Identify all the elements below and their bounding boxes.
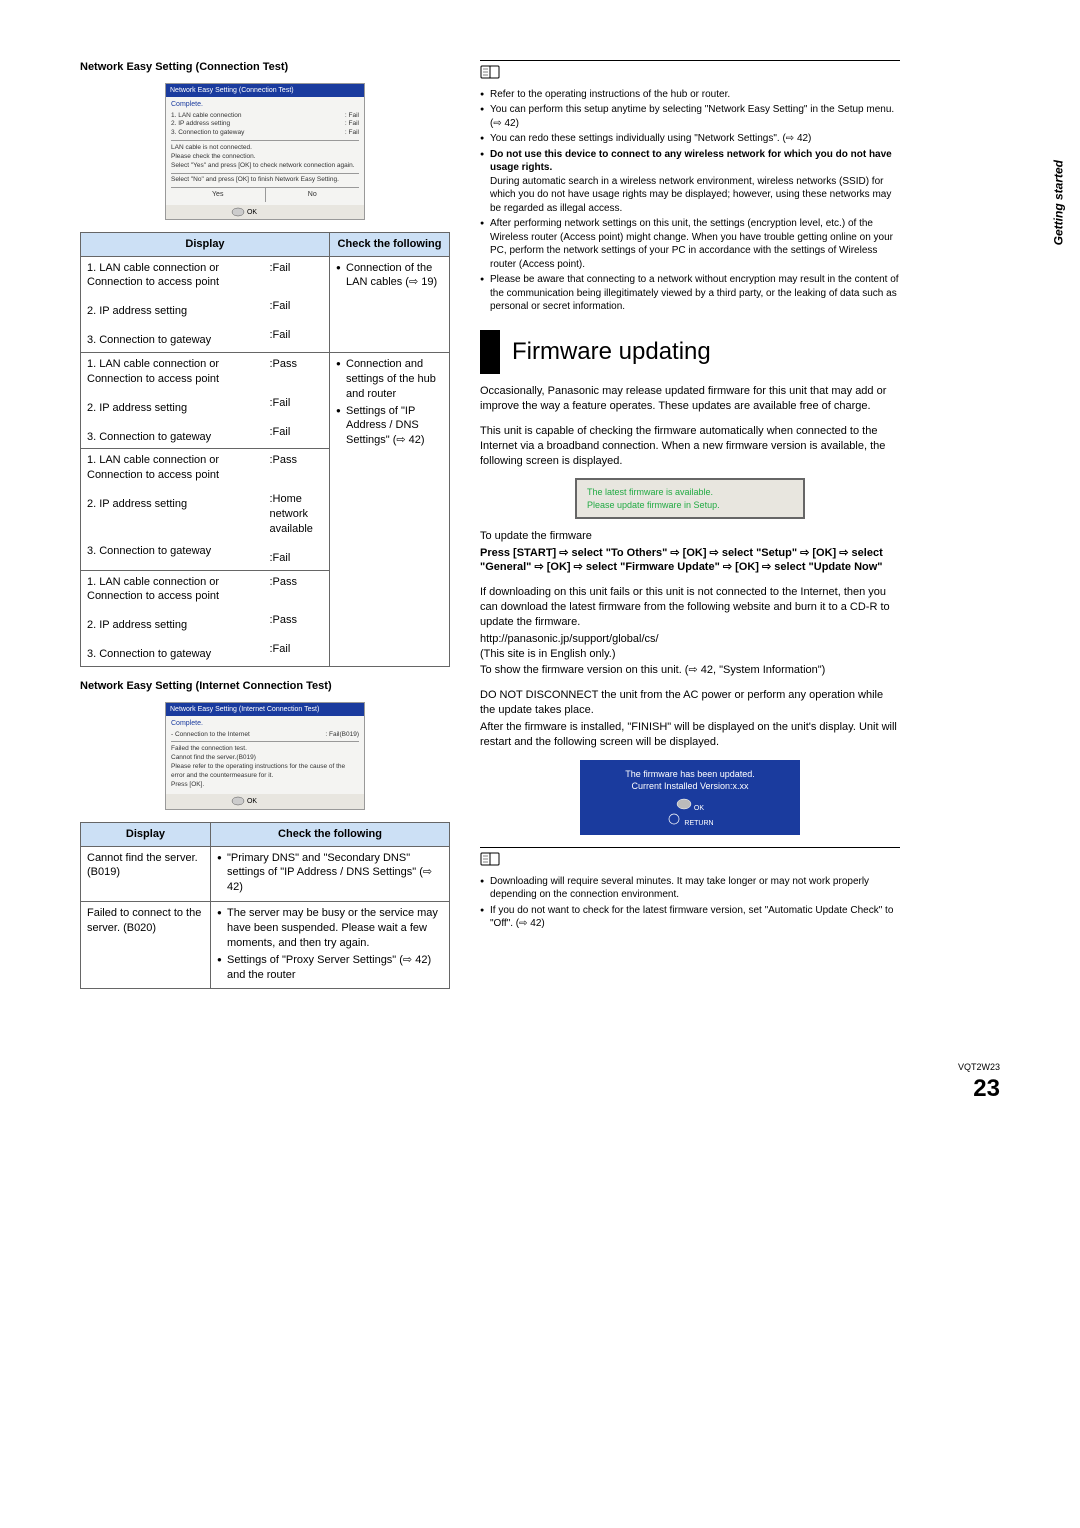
shot-row: 3. Connection to gateway: Fail (171, 129, 359, 138)
shot-no-button: No (266, 188, 360, 201)
notes-list: Refer to the operating instructions of t… (480, 88, 900, 314)
screenshot-connection-test: Network Easy Setting (Connection Test) C… (165, 83, 365, 220)
page-number: 23 (80, 1073, 1000, 1105)
cell-status: :Fail (264, 421, 330, 444)
cell-check: Connection of the LAN cables (⇨ 19) (330, 256, 450, 352)
shot-message: LAN cable is not connected. Please check… (171, 140, 359, 174)
shot-title: Network Easy Setting (Connection Test) (166, 84, 364, 97)
url: http://panasonic.jp/support/global/cs/ (480, 632, 900, 647)
cell-status: :Fail (264, 257, 330, 296)
shot-message: Select "No" and press [OK] to finish Net… (171, 176, 359, 185)
shot-row: 2. IP address setting: Fail (171, 120, 359, 129)
heading-internet-test: Network Easy Setting (Internet Connectio… (80, 679, 450, 694)
shot-ok-hint: OK (166, 794, 364, 808)
notes-list: Downloading will require several minutes… (480, 875, 900, 931)
fw-updated-line: The firmware has been updated. (586, 768, 794, 780)
para: This unit is capable of checking the fir… (480, 424, 900, 469)
para: Occasionally, Panasonic may release upda… (480, 384, 900, 414)
cell-display: 3. Connection to gateway (81, 540, 264, 563)
shot-yes-button: Yes (171, 188, 266, 201)
para: To show the firmware version on this uni… (480, 663, 900, 678)
fw-line: Please update firmware in Setup. (587, 499, 793, 511)
firmware-updated-box: The firmware has been updated. Current I… (580, 760, 800, 835)
cell-status: :Fail (264, 295, 330, 324)
note-item: Please be aware that connecting to a net… (480, 273, 900, 314)
cell-status: :Home network available (264, 488, 330, 547)
update-steps: Press [START] ⇨ select "To Others" ⇨ [OK… (480, 546, 900, 576)
para: If downloading on this unit fails or thi… (480, 585, 900, 630)
cell-display: 3. Connection to gateway (81, 426, 264, 449)
cell-display: Failed to connect to the server. (B020) (81, 902, 211, 989)
para: After the firmware is installed, "FINISH… (480, 720, 900, 750)
note-icon (480, 852, 500, 866)
ok-button-icon (231, 207, 245, 217)
return-button-icon (666, 813, 682, 825)
cell-status: :Fail (264, 392, 330, 421)
heading-connection-test: Network Easy Setting (Connection Test) (80, 60, 450, 75)
note-item: Do not use this device to connect to any… (480, 148, 900, 216)
connection-test-table: Display Check the following 1. LAN cable… (80, 232, 450, 667)
url-note: (This site is in English only.) (480, 647, 900, 662)
note-item: You can perform this setup anytime by se… (480, 103, 900, 130)
note-item: If you do not want to check for the late… (480, 904, 900, 931)
shot-complete: Complete. (171, 100, 359, 109)
note-item: You can redo these settings individually… (480, 132, 900, 146)
shot-row: - Connection to the Internet: Fail(B019) (171, 731, 359, 740)
th-display: Display (81, 822, 211, 846)
ok-button-icon (231, 796, 245, 806)
cell-status: :Pass (264, 571, 330, 610)
cell-check: Connection and settings of the hub and r… (330, 353, 450, 667)
shot-ok-hint: OK (166, 205, 364, 219)
cell-display: Cannot find the server. (B019) (81, 846, 211, 902)
cell-display: 1. LAN cable connection or Connection to… (81, 353, 264, 397)
cell-display: 2. IP address setting (81, 300, 264, 329)
fw-updated-line: Current Installed Version:x.xx (586, 780, 794, 792)
ok-button-icon (676, 798, 692, 810)
section-tab: Getting started (1050, 160, 1066, 245)
firmware-available-box: The latest firmware is available. Please… (575, 478, 805, 518)
note-icon (480, 65, 500, 79)
shot-title: Network Easy Setting (Internet Connectio… (166, 703, 364, 716)
note-item: After performing network settings on thi… (480, 217, 900, 271)
cell-status: :Pass (264, 353, 330, 392)
doc-id: VQT2W23 (80, 1061, 1000, 1073)
para-warning: DO NOT DISCONNECT the unit from the AC p… (480, 688, 900, 718)
cell-status: :Fail (264, 638, 330, 661)
shot-row: 1. LAN cable connection: Fail (171, 112, 359, 121)
cell-display: 3. Connection to gateway (81, 643, 264, 666)
screenshot-internet-test: Network Easy Setting (Internet Connectio… (165, 702, 365, 810)
cell-status: :Fail (264, 547, 330, 570)
update-label: To update the firmware (480, 529, 900, 544)
cell-check: "Primary DNS" and "Secondary DNS" settin… (211, 846, 450, 902)
th-check: Check the following (330, 232, 450, 256)
internet-test-table: Display Check the following Cannot find … (80, 822, 450, 990)
firmware-heading: Firmware updating (480, 330, 900, 374)
cell-status: :Pass (264, 609, 330, 638)
page-footer: VQT2W23 23 (80, 1061, 1000, 1106)
cell-display: 2. IP address setting (81, 614, 264, 643)
shot-complete: Complete. (171, 719, 359, 728)
cell-check: The server may be busy or the service ma… (211, 902, 450, 989)
cell-display: 2. IP address setting (81, 493, 264, 540)
cell-display: 1. LAN cable connection or Connection to… (81, 571, 264, 615)
cell-display: 1. LAN cable connection or Connection to… (81, 449, 264, 493)
cell-status: :Pass (264, 449, 330, 488)
note-item: Downloading will require several minutes… (480, 875, 900, 902)
fw-updated-buttons: OK RETURN (586, 798, 794, 829)
cell-display: 3. Connection to gateway (81, 329, 264, 352)
note-item: Refer to the operating instructions of t… (480, 88, 900, 102)
th-display: Display (81, 232, 330, 256)
fw-line: The latest firmware is available. (587, 486, 793, 498)
shot-message: Failed the connection test. Cannot find … (171, 741, 359, 789)
cell-display: 2. IP address setting (81, 397, 264, 426)
cell-display: 1. LAN cable connection or Connection to… (81, 257, 264, 301)
th-check: Check the following (211, 822, 450, 846)
cell-status: :Fail (264, 324, 330, 347)
